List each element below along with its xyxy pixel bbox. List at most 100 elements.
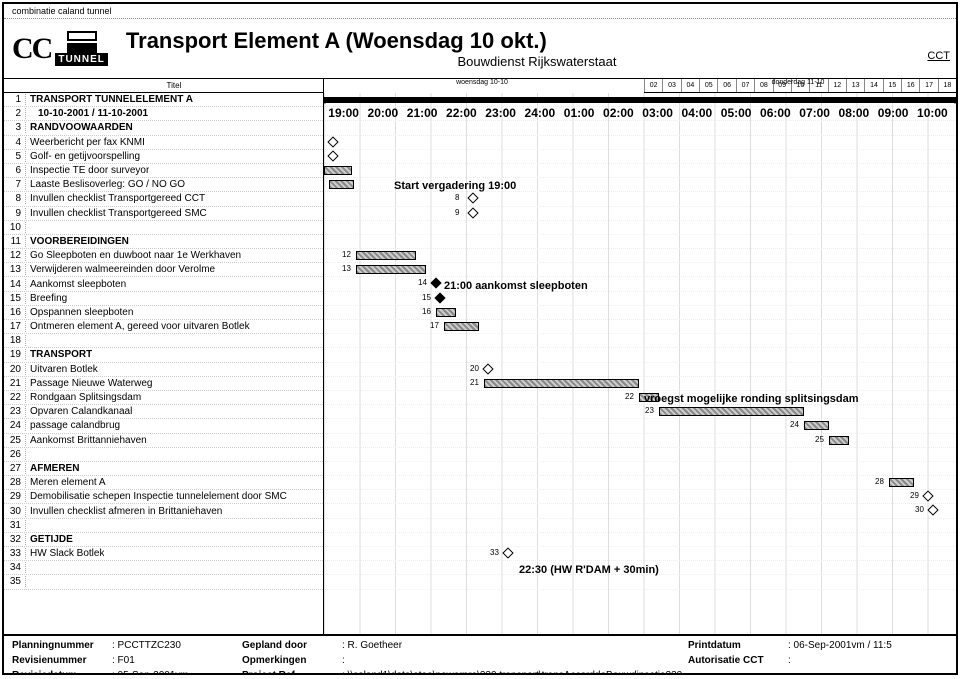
task-num: 23 [4, 406, 26, 417]
milestone-icon [430, 278, 441, 289]
chart-row [324, 334, 956, 348]
gantt-body: Titel 1TRANSPORT TUNNELELEMENT A210-10-2… [4, 79, 956, 634]
footer-value: : PCCTTZC230 [112, 640, 242, 651]
task-name: HW Slack Botlek [26, 548, 104, 559]
task-num: 16 [4, 307, 26, 318]
task-num: 6 [4, 165, 26, 176]
time-tick: 15 [883, 79, 901, 92]
task-name: TRANSPORT [26, 349, 92, 360]
task-num: 15 [4, 293, 26, 304]
time-tick: 17 [919, 79, 937, 92]
task-num: 18 [4, 335, 26, 346]
page: combinatie caland tunnel CC TUNNEL Trans… [2, 2, 958, 675]
logo-box-bottom [67, 43, 97, 53]
chart-row: 16 [324, 306, 956, 320]
gantt-bar [436, 308, 456, 317]
bar-label: 9 [455, 208, 459, 217]
task-num: 3 [4, 122, 26, 133]
task-name: Uitvaren Botlek [26, 364, 98, 375]
hour-label: 07:00 [795, 106, 834, 120]
hour-label: 05:00 [717, 106, 756, 120]
task-name: Golf- en getijvoorspelling [26, 151, 140, 162]
chart-row: 23 [324, 405, 956, 419]
task-row: 30Invullen checklist afmeren in Brittani… [4, 504, 323, 518]
task-row: 28Meren element A [4, 476, 323, 490]
chart-row: 30 [324, 504, 956, 518]
page-title: Transport Element A (Woensdag 10 okt.) [126, 28, 948, 54]
chart-row: 28 [324, 476, 956, 490]
gantt-bar [829, 436, 849, 445]
task-num: 7 [4, 179, 26, 190]
footer-value: : \\caland1\data\otao\powerpro\230 trans… [342, 670, 688, 675]
milestone-icon [502, 547, 513, 558]
footer: Planningnummer: PCCTTZC230Gepland door: … [4, 634, 956, 675]
task-num: 13 [4, 264, 26, 275]
gantt-bar [484, 379, 639, 388]
task-num: 27 [4, 463, 26, 474]
topline: combinatie caland tunnel [4, 4, 956, 19]
chart-row [324, 150, 956, 164]
chart-row: 9 [324, 207, 956, 221]
time-tick: 07 [736, 79, 754, 92]
task-row: 17Ontmeren element A, gereed voor uitvar… [4, 320, 323, 334]
task-name: Invullen checklist afmeren in Brittanieh… [26, 506, 222, 517]
task-row: 27AFMEREN [4, 462, 323, 476]
task-num: 11 [4, 236, 26, 247]
footer-label: Printdatum [688, 640, 788, 651]
time-tick: 14 [864, 79, 882, 92]
gantt-bar [324, 97, 956, 103]
task-row: 31 [4, 519, 323, 533]
bar-label: 24 [790, 420, 799, 429]
hour-label: 02:00 [599, 106, 638, 120]
task-name: Rondgaan Splitsingsdam [26, 392, 141, 403]
chart-rows: 78912131415161720212223242528293033Start… [324, 93, 956, 634]
task-row: 5Golf- en getijvoorspelling [4, 150, 323, 164]
task-row: 11VOORBEREIDINGEN [4, 235, 323, 249]
task-num: 4 [4, 137, 26, 148]
gantt-bar [356, 251, 416, 260]
bar-label: 13 [342, 264, 351, 273]
chart-row: 15 [324, 292, 956, 306]
bar-label: 17 [430, 321, 439, 330]
chart-row: 24 [324, 419, 956, 433]
gantt-bar [804, 421, 829, 430]
task-row: 23Opvaren Calandkanaal [4, 405, 323, 419]
task-name: TRANSPORT TUNNELELEMENT A [26, 94, 193, 105]
task-row: 26 [4, 448, 323, 462]
task-num: 19 [4, 349, 26, 360]
gantt-chart: 0203040506070809101112131415161718 woens… [324, 79, 956, 634]
bar-label: 33 [490, 548, 499, 557]
bar-label: 29 [910, 491, 919, 500]
hour-label: 03:00 [638, 106, 677, 120]
chart-row: 25 [324, 434, 956, 448]
bar-label: 15 [422, 293, 431, 302]
task-row: 14Aankomst sleepboten [4, 277, 323, 291]
footer-row: Revisiedatum: 05-Sep-2001vmProject Ref.:… [12, 670, 948, 675]
task-name: 10-10-2001 / 11-10-2001 [26, 108, 148, 119]
task-row: 4Weerbericht per fax KNMI [4, 136, 323, 150]
bar-label: 22 [625, 392, 634, 401]
task-row: 12Go Sleepboten en duwboot naar 1e Werkh… [4, 249, 323, 263]
bar-label: 14 [418, 278, 427, 287]
day-left: woensdag 10-10 [324, 79, 640, 86]
time-tick: 06 [717, 79, 735, 92]
task-num: 1 [4, 94, 26, 105]
chart-row [324, 121, 956, 135]
milestone-icon [467, 207, 478, 218]
footer-value: : [788, 655, 948, 666]
gantt-bar [889, 478, 914, 487]
task-row: 3RANDVOOWAARDEN [4, 121, 323, 135]
gantt-bar [444, 322, 479, 331]
chart-row [324, 164, 956, 178]
milestone-icon [467, 193, 478, 204]
task-num: 25 [4, 435, 26, 446]
task-num: 33 [4, 548, 26, 559]
gantt-bar [659, 407, 804, 416]
gantt-bar [329, 180, 354, 189]
titel-col-label: Titel [25, 81, 323, 90]
task-name: Laaste Beslisoverleg: GO / NO GO [26, 179, 185, 190]
task-num: 2 [4, 108, 26, 119]
chart-row [324, 136, 956, 150]
footer-label: Planningnummer [12, 640, 112, 651]
hour-line: 19:0020:0021:0022:0023:0024:0001:0002:00… [324, 106, 952, 120]
